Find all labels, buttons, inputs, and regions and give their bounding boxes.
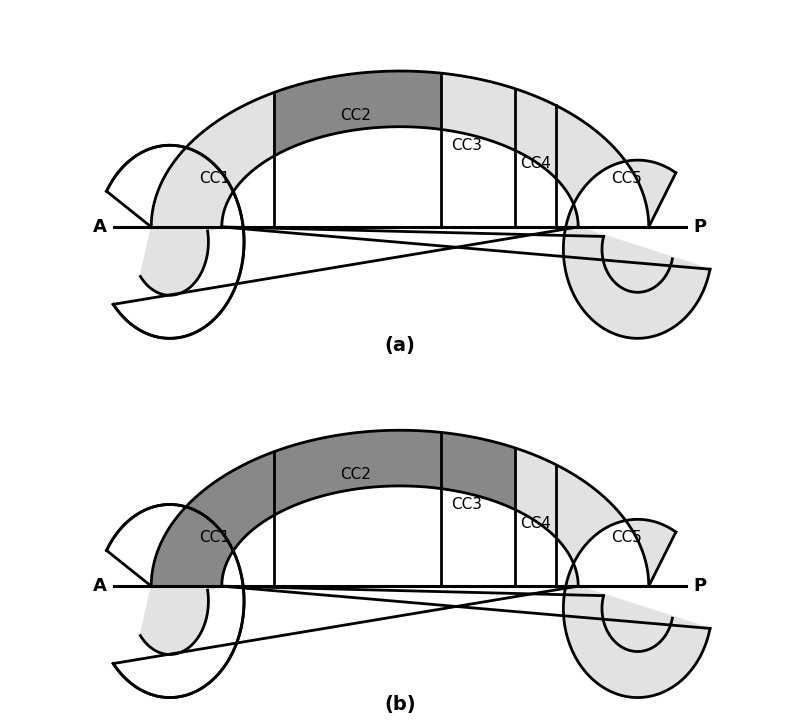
Polygon shape — [274, 430, 441, 515]
Polygon shape — [140, 430, 710, 697]
Polygon shape — [441, 432, 515, 510]
Text: CC5: CC5 — [611, 171, 642, 186]
Text: CC1: CC1 — [199, 531, 230, 545]
Text: CC3: CC3 — [451, 138, 482, 153]
Text: CC5: CC5 — [611, 531, 642, 545]
Text: CC4: CC4 — [520, 515, 550, 531]
Text: (b): (b) — [384, 696, 416, 715]
Polygon shape — [274, 71, 441, 156]
Text: P: P — [694, 577, 706, 595]
Text: CC4: CC4 — [520, 156, 550, 172]
Text: CC2: CC2 — [340, 467, 371, 482]
Text: CC2: CC2 — [340, 108, 371, 123]
Text: P: P — [694, 218, 706, 236]
Text: CC1: CC1 — [199, 171, 230, 186]
Text: A: A — [93, 577, 106, 595]
Text: (a): (a) — [385, 336, 415, 355]
Text: CC3: CC3 — [451, 497, 482, 512]
Polygon shape — [140, 71, 710, 338]
Text: A: A — [93, 218, 106, 236]
Polygon shape — [151, 452, 274, 586]
